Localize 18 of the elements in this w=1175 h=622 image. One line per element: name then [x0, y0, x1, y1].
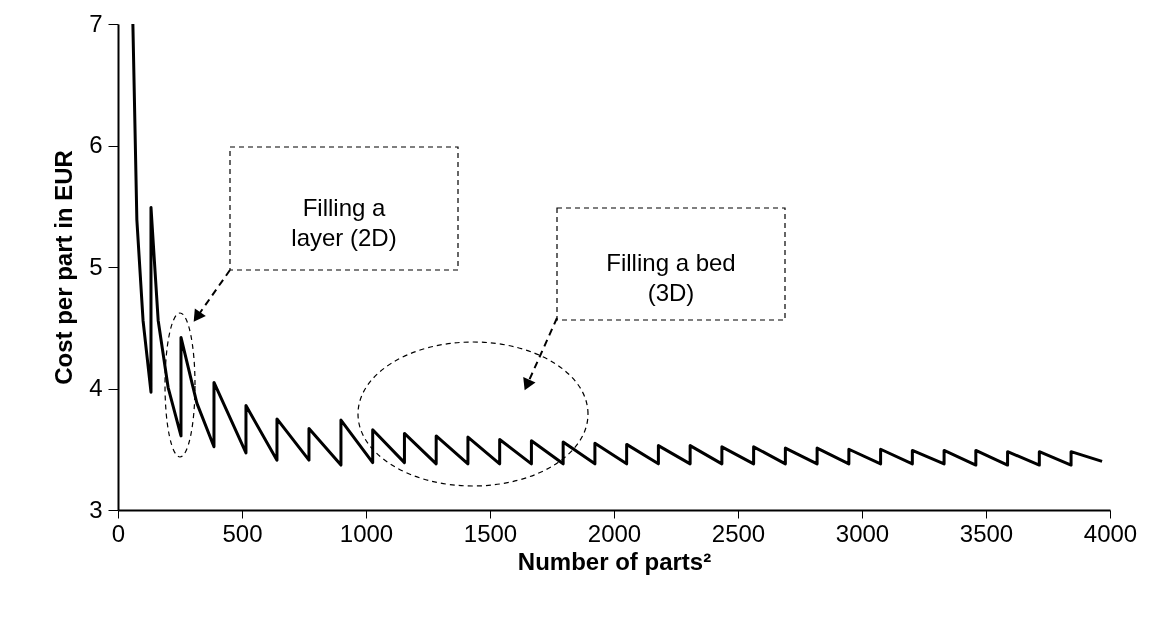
y-tick-label: 7: [89, 9, 103, 37]
y-tick-label: 3: [89, 495, 103, 523]
y-tick-label: 5: [89, 252, 103, 280]
y-tick-label: 4: [89, 374, 103, 401]
y-axis-title: Cost per part in EUR: [50, 150, 78, 385]
x-axis-title: Number of parts²: [517, 547, 712, 575]
x-tick-label: 3000: [835, 519, 890, 547]
x-tick-label: 500: [222, 519, 263, 547]
annotation: Filling a bed (3D): [606, 249, 736, 306]
annotation: Filling a layer (2D): [291, 193, 397, 251]
y-tick-label: 6: [89, 131, 103, 158]
x-tick-label: 2500: [711, 519, 766, 547]
x-tick-label: 1000: [339, 519, 394, 547]
x-tick-label: 0: [111, 519, 126, 547]
x-tick-label: 1500: [463, 519, 518, 547]
x-tick-label: 2000: [587, 519, 642, 547]
x-tick-label: 4000: [1083, 519, 1138, 547]
x-tick-label: 3500: [959, 519, 1014, 547]
